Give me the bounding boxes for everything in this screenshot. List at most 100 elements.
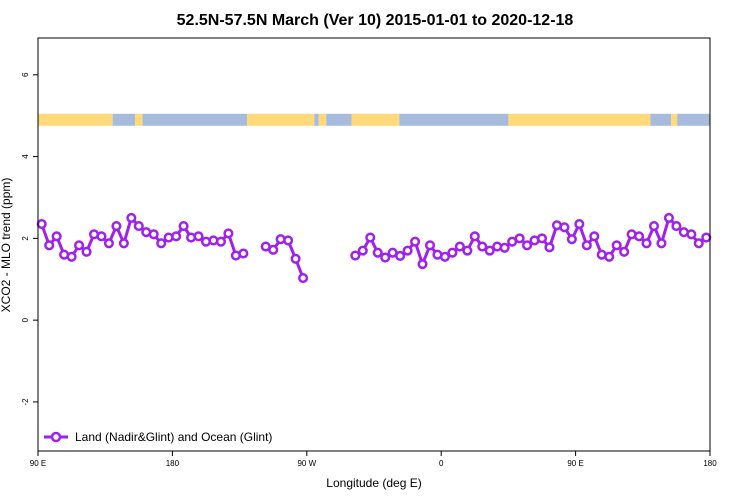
data-point [178,221,189,232]
x-tick-label: 0 [439,459,444,468]
data-point [424,240,436,251]
data-point [357,245,368,256]
data-point [671,221,682,232]
legend: Land (Nadir&Glint) and Ocean (Glint) [44,430,272,444]
x-axis-label: Longitude (deg E) [326,476,421,490]
x-tick-label: 90 E [30,459,46,468]
data-point [574,219,585,230]
band-segment-ocean [112,113,136,126]
data-point [133,221,144,232]
data-point [238,248,249,259]
data-point [499,242,510,253]
data-point [171,231,182,242]
data-point [559,222,570,233]
data-point [111,221,122,232]
data-point [66,251,77,262]
data-point [454,241,465,252]
band-segment-land [135,113,143,126]
band-segment-land [508,113,651,126]
data-point [283,235,294,246]
band-segment-land [351,113,400,126]
chart-title: 52.5N-57.5N March (Ver 10) 2015-01-01 to… [177,12,574,29]
data-point [193,231,204,242]
data-point [701,232,712,243]
data-point [51,231,62,242]
data-point [484,245,495,256]
data-point [439,251,450,262]
data-point [648,221,660,232]
data-point [514,233,525,244]
data-point [148,229,159,240]
series-layer [36,212,712,284]
band-segment-ocean [650,113,672,126]
band-segment-ocean [326,113,352,126]
band-segment-ocean [677,113,710,126]
data-point [380,252,391,263]
y-tick-label: 2 [21,236,30,241]
y-tick-label: -2 [21,398,30,406]
legend-entry: Land (Nadir&Glint) and Ocean (Glint) [75,430,272,444]
band-segment-land [318,113,327,126]
data-point [118,238,129,249]
band-segment-ocean [314,113,319,126]
data-point [462,245,473,256]
data-point [693,238,704,249]
data-point [522,240,533,251]
data-point [268,244,279,255]
data-point [634,231,645,242]
data-point [81,246,92,257]
x-tick-label: 180 [166,459,180,468]
data-point [686,229,697,240]
data-point [36,219,47,230]
data-point [372,247,383,258]
data-point [663,212,674,223]
data-point [290,253,301,264]
data-point [604,251,615,262]
data-point [223,228,234,239]
data-point [215,236,226,247]
x-tick-label: 90 E [567,459,583,468]
data-point [447,247,458,258]
data-point [103,238,114,249]
y-tick-label: 6 [21,72,30,77]
land-ocean-band [38,113,710,126]
band-segment-land [38,113,113,126]
y-axis-label: XCO2 - MLO trend (ppm) [0,178,13,313]
y-tick-label: 4 [21,154,30,159]
data-point [566,234,577,245]
data-point [536,233,548,244]
x-axis: 90 E 180 90 W 0 90 E 180 [30,451,717,468]
band-segment-ocean [142,113,248,126]
data-point [417,259,428,270]
data-point [581,240,592,251]
x-tick-label: 180 [703,459,717,468]
y-tick-label: 0 [21,317,30,322]
band-segment-land [247,113,315,126]
band-segment-ocean [399,113,509,126]
band-segment-land [671,113,678,126]
data-point [656,238,667,249]
y-axis: -2 0 2 4 6 [21,72,38,405]
plot-frame [37,37,711,452]
data-point [44,240,55,251]
data-point [641,238,652,249]
data-point [156,238,167,249]
data-point [544,242,555,253]
data-point [469,231,480,242]
data-point [74,240,85,251]
data-point [350,250,361,261]
data-point [365,232,376,243]
legend-marker-swatch [50,431,62,443]
data-point [477,241,488,252]
data-point [611,240,622,251]
x-tick-label: 90 W [297,459,316,468]
data-point [298,272,309,284]
data-point [126,212,137,223]
data-point [589,231,600,242]
data-point [395,250,406,261]
data-point [402,245,413,256]
data-point [410,236,421,247]
data-point [619,246,630,257]
data-point [96,231,107,242]
